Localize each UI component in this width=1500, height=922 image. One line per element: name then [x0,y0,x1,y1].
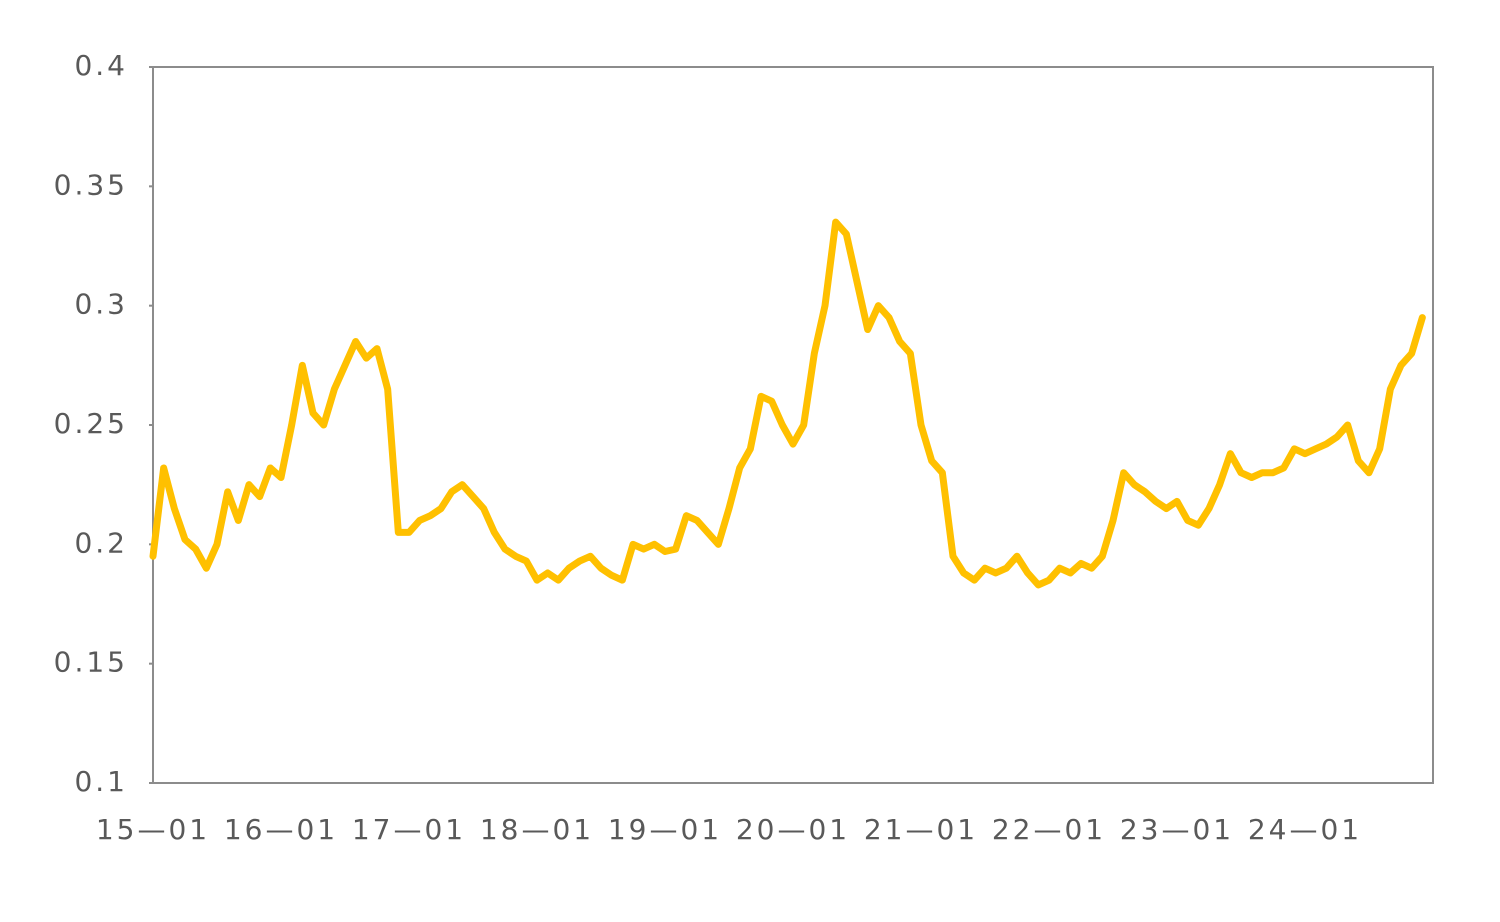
y-tick-label: 0.1 [74,765,128,798]
x-tick-label: 20—01 [736,813,850,846]
plot-frame [152,66,1434,784]
x-tick-label: 21—01 [864,813,978,846]
x-tick-label: 18—01 [480,813,594,846]
y-tick-label: 0.2 [74,526,128,559]
y-tick-label: 0.15 [54,646,128,679]
x-tick-label: 15—01 [96,813,210,846]
y-tick-label: 0.4 [74,49,128,82]
x-tick-label: 23—01 [1120,813,1234,846]
y-tick-label: 0.25 [54,407,128,440]
x-tick-label: 16—01 [224,813,338,846]
y-tick-label: 0.35 [54,168,128,201]
x-tick-label: 19—01 [608,813,722,846]
y-tick-label: 0.3 [74,288,128,321]
x-tick-label: 24—01 [1248,813,1362,846]
x-tick-label: 22—01 [992,813,1106,846]
series-line [149,218,1426,589]
x-tick-label: 17—01 [352,813,466,846]
